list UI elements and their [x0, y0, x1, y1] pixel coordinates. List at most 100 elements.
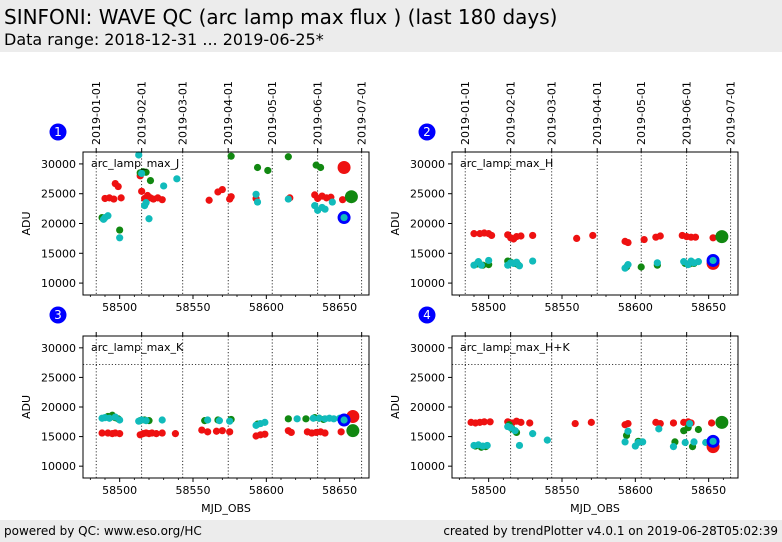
x-tick-label: 58500 — [471, 301, 506, 314]
red-point — [640, 235, 648, 244]
x-tick-label: 58500 — [471, 484, 506, 497]
highlight-point-green — [718, 418, 726, 426]
cyan-point — [694, 258, 703, 266]
red-point — [526, 419, 534, 427]
cyan-point — [215, 417, 223, 425]
cyan-point — [116, 234, 124, 242]
header-bar: SINFONI: WAVE QC (arc lamp max flux ) (l… — [0, 0, 782, 52]
panel-number: 1 — [54, 125, 62, 139]
red-point — [116, 430, 124, 438]
cyan-point — [135, 151, 143, 159]
cyan-point — [529, 430, 537, 438]
red-point — [691, 233, 700, 241]
y-tick-label: 30000 — [410, 342, 445, 355]
y-tick-label: 30000 — [41, 342, 76, 355]
date-tick-label: 2019-03-01 — [177, 81, 190, 145]
date-tick-label: 2019-04-01 — [222, 81, 235, 145]
x-tick-label: 58650 — [322, 301, 357, 314]
footer-created-by: created by trendPlotter v4.0.1 on 2019-0… — [443, 524, 778, 538]
date-tick-label: 2019-02-01 — [505, 81, 518, 145]
date-tick-label: 2019-06-01 — [681, 81, 694, 145]
x-tick-label: 58550 — [545, 484, 580, 497]
x-tick-label: 58500 — [102, 484, 137, 497]
red-point — [573, 234, 581, 242]
x-tick-label: 58650 — [322, 484, 357, 497]
red-point — [158, 196, 166, 204]
x-tick-label: 58550 — [545, 301, 580, 314]
red-point — [517, 418, 525, 426]
panel-number: 2 — [423, 125, 431, 139]
cyan-point — [226, 417, 234, 425]
highlight-point-cyan — [340, 416, 348, 424]
plot-area — [83, 152, 369, 295]
y-axis-label: ADU — [389, 211, 402, 235]
highlight-point-green — [718, 233, 726, 241]
cyan-point — [261, 418, 269, 426]
green-point — [146, 177, 155, 185]
y-tick-label: 15000 — [41, 431, 76, 444]
red-point — [669, 419, 678, 427]
cyan-point — [515, 262, 524, 270]
panel-number: 4 — [423, 308, 431, 322]
red-point — [117, 194, 125, 202]
plot-area — [452, 152, 738, 295]
red-point — [470, 230, 478, 238]
highlight-point-cyan — [340, 213, 348, 222]
y-tick-label: 25000 — [410, 188, 445, 201]
cyan-point — [284, 195, 292, 203]
green-point — [227, 152, 235, 160]
red-point — [204, 428, 212, 436]
cyan-point — [158, 416, 166, 424]
y-tick-label: 30000 — [41, 158, 76, 171]
cyan-point — [204, 416, 212, 424]
y-tick-label: 20000 — [41, 218, 76, 231]
cyan-point — [639, 438, 647, 446]
panel-name: arc_lamp_max_K — [91, 341, 184, 354]
green-point — [637, 263, 645, 271]
cyan-point — [315, 414, 323, 422]
green-point — [694, 425, 703, 434]
red-point — [218, 427, 226, 435]
green-point — [284, 153, 292, 161]
red-point — [152, 430, 160, 438]
red-point — [171, 430, 179, 438]
cyan-point — [543, 436, 551, 444]
y-tick-label: 10000 — [41, 277, 76, 290]
x-tick-label: 58600 — [249, 301, 284, 314]
green-point — [264, 166, 272, 175]
green-point — [284, 415, 292, 423]
x-tick-label: 58600 — [618, 484, 653, 497]
cyan-point — [681, 438, 689, 447]
panel-number-badge — [49, 123, 67, 141]
red-point — [205, 196, 213, 204]
green-point — [317, 163, 325, 172]
cyan-point — [483, 441, 491, 450]
red-point — [624, 419, 632, 428]
cyan-point — [624, 261, 632, 269]
date-tick-label: 2019-02-01 — [136, 81, 149, 145]
red-point — [486, 418, 494, 426]
cyan-point — [116, 416, 124, 424]
red-point — [227, 193, 235, 201]
cyan-point — [515, 441, 524, 450]
y-tick-label: 25000 — [41, 188, 76, 201]
y-tick-label: 30000 — [410, 158, 445, 171]
highlight-point-cyan — [709, 437, 717, 445]
data-range-subtitle: Data range: 2018-12-31 ... 2019-06-25* — [4, 30, 324, 49]
y-tick-label: 20000 — [410, 401, 445, 414]
panel-number: 3 — [54, 308, 62, 322]
plot-area — [452, 336, 738, 478]
green-point — [253, 163, 262, 172]
page-title: SINFONI: WAVE QC (arc lamp max flux ) (l… — [4, 5, 558, 29]
y-tick-label: 10000 — [410, 277, 445, 290]
cyan-point — [321, 205, 329, 213]
cyan-point — [145, 215, 153, 223]
red-point — [529, 231, 537, 240]
red-point — [226, 428, 234, 436]
cyan-point — [624, 427, 632, 435]
cyan-point — [105, 414, 113, 422]
date-tick-label: 2019-03-01 — [546, 81, 559, 145]
red-point — [517, 232, 525, 240]
y-tick-label: 20000 — [41, 401, 76, 414]
